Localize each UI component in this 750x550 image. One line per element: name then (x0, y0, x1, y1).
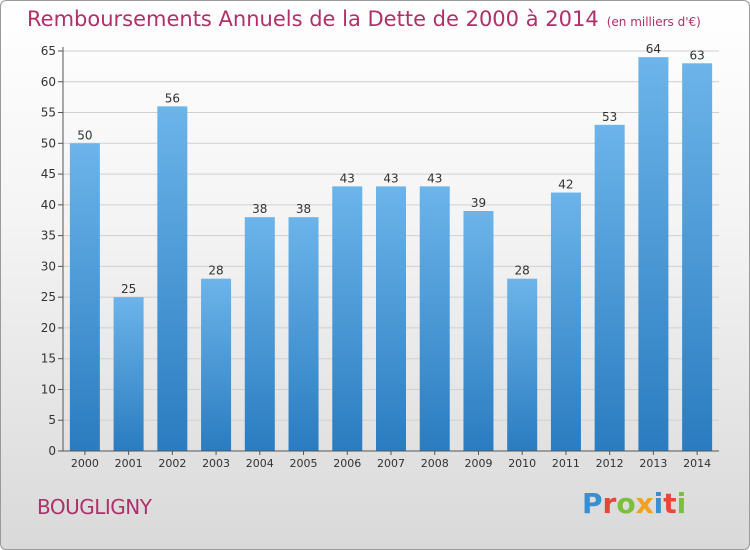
x-tick-label: 2013 (639, 457, 667, 470)
data-label: 43 (340, 171, 355, 185)
data-label: 39 (471, 196, 486, 210)
data-label: 43 (427, 171, 442, 185)
data-label: 25 (121, 282, 136, 296)
x-tick-label: 2004 (246, 457, 274, 470)
x-tick-label: 2012 (596, 457, 624, 470)
bar-2000 (69, 143, 100, 452)
bar-2014 (682, 63, 713, 452)
y-tick-label: 10 (41, 382, 56, 396)
bar-2010 (507, 278, 538, 451)
bar-2008 (419, 186, 450, 451)
bar-2003 (201, 278, 232, 451)
chart-title: Remboursements Annuels de la Dette de 20… (27, 7, 701, 31)
x-tick-label: 2007 (377, 457, 405, 470)
bar-2007 (376, 186, 406, 451)
x-tick-label: 2006 (333, 457, 361, 470)
y-tick-label: 65 (41, 44, 56, 58)
logo-letter: o (616, 487, 636, 520)
data-label: 43 (383, 171, 398, 185)
proxiti-logo[interactable]: Proxiti (582, 487, 686, 520)
data-label: 28 (515, 264, 530, 278)
x-tick-label: 2002 (158, 457, 186, 470)
x-tick-label: 2001 (115, 457, 143, 470)
logo-letter: i (676, 487, 687, 520)
data-label: 63 (689, 48, 704, 62)
y-tick-label: 5 (48, 413, 56, 427)
bar-2004 (244, 217, 275, 451)
y-tick-label: 20 (41, 321, 56, 335)
labels-layer: 50 2000 25 2001 56 2002 28 2003 38 2004 38 2005 43 20… (71, 42, 711, 470)
y-tick-label: 40 (41, 198, 56, 212)
data-label: 38 (296, 202, 311, 216)
bar-2006 (332, 186, 363, 451)
y-tick-label: 45 (41, 167, 56, 181)
chart-title-text: Remboursements Annuels de la Dette de 20… (27, 7, 599, 31)
y-tick-label: 30 (41, 259, 56, 273)
logo-letter: r (602, 487, 617, 520)
x-tick-label: 2008 (421, 457, 449, 470)
y-tick-label: 15 (41, 352, 56, 366)
bar-2005 (288, 217, 319, 451)
data-label: 56 (165, 91, 180, 105)
x-tick-label: 2010 (508, 457, 536, 470)
x-tick-label: 2003 (202, 457, 230, 470)
y-tick-label: 0 (48, 444, 56, 458)
data-label: 53 (602, 110, 617, 124)
logo-letter: x (635, 487, 654, 520)
y-tick-label: 25 (41, 290, 56, 304)
y-tick-label: 50 (41, 136, 56, 150)
bars-layer (69, 57, 713, 452)
data-label: 50 (77, 128, 92, 142)
x-tick-label: 2000 (71, 457, 99, 470)
data-label: 42 (558, 178, 573, 192)
x-tick-label: 2014 (683, 457, 711, 470)
data-label: 28 (208, 264, 223, 278)
logo-letter: i (653, 487, 664, 520)
bar-2012 (594, 124, 625, 451)
bar-2002 (157, 106, 188, 451)
bar-2011 (550, 192, 581, 452)
chart-subtitle: (en milliers d'€) (606, 15, 701, 29)
town-name: BOUGLIGNY (37, 495, 152, 519)
y-tick-label: 60 (41, 75, 56, 89)
bar-2013 (638, 57, 669, 452)
axis-layer: 0 5 10 15 20 25 30 35 40 45 50 55 60 65 (41, 44, 719, 458)
y-tick-label: 35 (41, 229, 56, 243)
x-tick-label: 2009 (464, 457, 492, 470)
data-label: 64 (646, 42, 661, 56)
logo-letter: t (663, 487, 677, 520)
x-tick-label: 2005 (290, 457, 318, 470)
logo-letter: P (582, 487, 603, 520)
bar-2001 (113, 297, 144, 451)
x-tick-label: 2011 (552, 457, 580, 470)
y-tick-label: 55 (41, 106, 56, 120)
bar-2009 (463, 211, 494, 451)
data-label: 38 (252, 202, 267, 216)
